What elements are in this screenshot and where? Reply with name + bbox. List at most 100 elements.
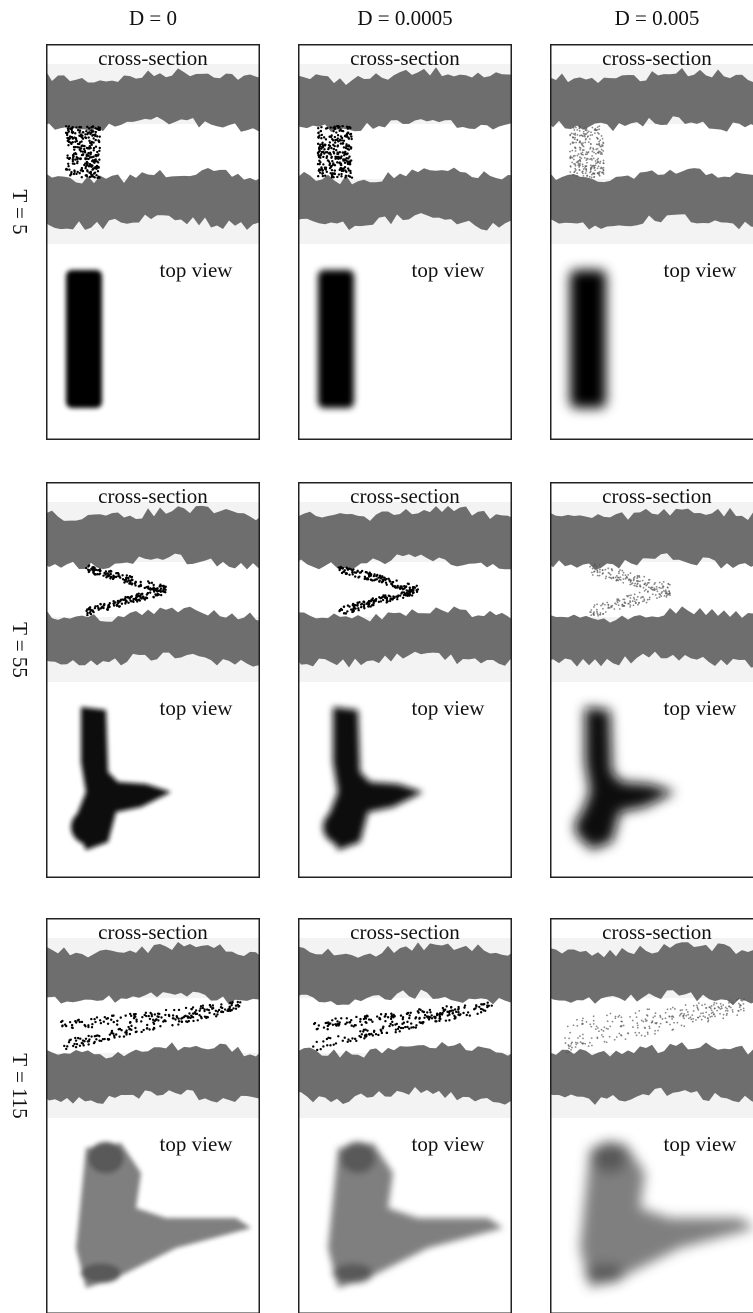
particle	[382, 1026, 384, 1028]
particle	[332, 130, 334, 132]
particle	[326, 1038, 328, 1040]
particle	[648, 579, 650, 581]
particle	[109, 570, 111, 572]
particle	[331, 156, 333, 158]
particle	[654, 1015, 656, 1017]
particle	[95, 1035, 97, 1037]
particle	[743, 1010, 745, 1012]
particle	[338, 1023, 340, 1025]
particle	[94, 176, 96, 178]
particle	[591, 176, 593, 178]
particle	[348, 155, 350, 157]
particle	[616, 1036, 618, 1038]
particle	[344, 134, 346, 136]
particle	[118, 575, 120, 577]
particle	[590, 1026, 592, 1028]
particle	[192, 1020, 194, 1022]
particle	[213, 1013, 215, 1015]
particle	[139, 597, 141, 599]
particle	[117, 572, 119, 574]
particle	[216, 1013, 218, 1015]
particle	[222, 1011, 224, 1013]
particle	[570, 143, 572, 145]
particle	[164, 1020, 166, 1022]
particle	[80, 126, 82, 128]
particle	[645, 1018, 647, 1020]
particle	[84, 157, 86, 159]
particle	[363, 605, 365, 607]
particle	[637, 1025, 639, 1027]
particle	[388, 595, 390, 597]
particle	[76, 162, 78, 164]
particle	[91, 609, 93, 611]
panel: cross-sectiontop view	[545, 919, 753, 1313]
particle	[415, 1024, 417, 1026]
particle	[353, 607, 355, 609]
particle	[598, 165, 600, 167]
particle	[569, 135, 571, 137]
particle	[400, 1027, 402, 1029]
particle	[403, 587, 405, 589]
particle	[723, 1014, 725, 1016]
particle	[662, 1018, 664, 1020]
particle	[351, 1037, 353, 1039]
particle	[438, 1020, 440, 1022]
particle	[107, 575, 109, 577]
particle	[352, 573, 354, 575]
particle	[356, 602, 358, 604]
particle	[615, 603, 617, 605]
particle	[90, 613, 92, 615]
particle	[73, 149, 75, 151]
particle	[326, 155, 328, 157]
particle	[388, 1025, 390, 1027]
particle	[617, 577, 619, 579]
particle	[672, 1007, 674, 1009]
particle	[576, 1025, 578, 1027]
particle	[603, 160, 605, 162]
particle	[90, 1018, 92, 1020]
particle	[482, 1003, 484, 1005]
particle	[714, 1008, 716, 1010]
particle	[400, 592, 402, 594]
particle	[91, 1026, 93, 1028]
particle	[629, 600, 631, 602]
particle	[61, 1024, 63, 1026]
particle	[81, 168, 83, 170]
particle	[117, 1028, 119, 1030]
particle	[336, 156, 338, 158]
particle	[622, 582, 624, 584]
particle	[360, 606, 362, 608]
particle	[579, 1035, 581, 1037]
particle	[585, 168, 587, 170]
particle	[104, 1016, 106, 1018]
particle	[63, 1045, 65, 1047]
particle	[95, 131, 97, 133]
particle	[586, 1021, 588, 1023]
particle	[372, 1034, 374, 1036]
particle	[593, 165, 595, 167]
particle	[132, 598, 134, 600]
particle	[390, 1013, 392, 1015]
particle	[600, 605, 602, 607]
particle	[148, 582, 150, 584]
particle	[110, 573, 112, 575]
particle	[665, 1012, 667, 1014]
particle	[151, 1015, 153, 1017]
particle	[579, 169, 581, 171]
particle	[230, 1004, 232, 1006]
particle	[163, 591, 165, 593]
particle	[743, 999, 745, 1001]
particle	[89, 176, 91, 178]
top-view-label: top view	[160, 696, 234, 720]
particle	[79, 157, 81, 159]
particle	[98, 608, 100, 610]
particle	[408, 1028, 410, 1030]
particle	[644, 1027, 646, 1029]
particle	[656, 588, 658, 590]
particle	[620, 1034, 622, 1036]
particle	[339, 157, 341, 159]
particle	[594, 604, 596, 606]
particle	[661, 591, 663, 593]
particle	[647, 599, 649, 601]
particle	[596, 1036, 598, 1038]
